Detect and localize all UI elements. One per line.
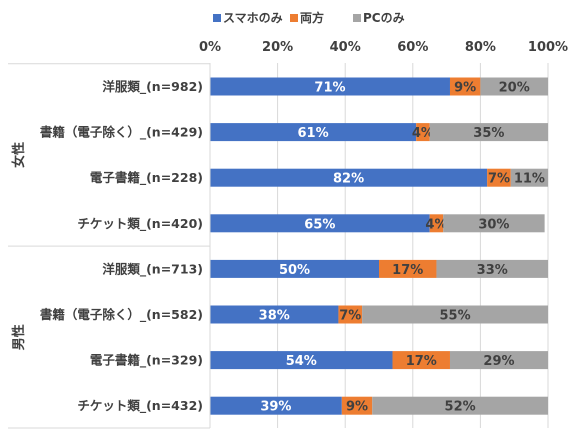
bar-segment <box>210 259 379 278</box>
bar-segment <box>210 77 450 96</box>
data-label: 71% <box>314 81 345 96</box>
category-label: 書籍（電子除く）_(n=582) <box>40 307 203 323</box>
category-label: 書籍（電子除く）_(n=429) <box>40 125 203 141</box>
category-label: チケット類_(n=420) <box>77 216 203 232</box>
data-label: 30% <box>478 217 509 232</box>
bar-segment <box>429 123 548 142</box>
data-label: 52% <box>445 400 476 415</box>
legend: スマホのみ 両方 PCのみ <box>213 10 405 25</box>
legend-label-0: スマホのみ <box>223 11 283 25</box>
x-tick-label: 60% <box>397 40 428 55</box>
bar-segment <box>510 168 548 187</box>
bar-segment <box>338 305 363 324</box>
x-tick-label: 0% <box>199 40 221 55</box>
data-label: 50% <box>279 263 310 278</box>
data-label: 17% <box>406 354 437 369</box>
bar-segment <box>210 396 342 415</box>
x-axis: 0% 20% 40% 60% 80% 100% <box>199 40 568 55</box>
data-label: 4% <box>412 126 434 141</box>
data-label: 4% <box>425 217 447 232</box>
bar-segment <box>341 396 373 415</box>
data-label: 29% <box>483 354 514 369</box>
bar-segment <box>372 396 548 415</box>
group-label: 女性 <box>11 142 27 168</box>
bar-segment <box>210 123 417 142</box>
category-label: 洋服類_(n=713) <box>102 261 203 277</box>
category-label: 洋服類_(n=982) <box>102 79 203 95</box>
bar-segment <box>429 214 444 233</box>
data-label: 54% <box>286 354 317 369</box>
bar-segment <box>449 351 548 370</box>
bar-segment <box>210 214 430 233</box>
bar-segment <box>379 259 437 278</box>
legend-swatch-0 <box>213 14 221 22</box>
x-tick-label: 40% <box>330 40 361 55</box>
data-label: 55% <box>439 309 470 324</box>
data-label: 39% <box>260 400 291 415</box>
bar-segment <box>480 77 548 96</box>
bar-segment <box>416 123 430 142</box>
category-labels: 洋服類_(n=982) 書籍（電子除く）_(n=429) 電子書籍_(n=228) チ… <box>40 79 203 414</box>
legend-swatch-2 <box>353 14 361 22</box>
category-label: チケット類_(n=432) <box>77 398 203 414</box>
category-label: 電子書籍_(n=329) <box>90 353 203 369</box>
bar-segment <box>210 168 488 187</box>
data-label: 35% <box>473 126 504 141</box>
legend-swatch-1 <box>290 14 298 22</box>
legend-label-1: 両方 <box>300 10 324 25</box>
data-label: 38% <box>259 309 290 324</box>
data-label: 61% <box>298 126 329 141</box>
x-tick-label: 100% <box>528 40 568 55</box>
data-label: 20% <box>499 81 530 96</box>
x-tick-label: 80% <box>465 40 496 55</box>
data-label: 17% <box>392 263 423 278</box>
group-label: 男性 <box>11 324 27 350</box>
gridlines <box>209 63 549 428</box>
bar-segment <box>449 77 481 96</box>
bar-segment <box>392 351 450 370</box>
data-label: 9% <box>454 81 476 96</box>
data-label: 11% <box>514 172 545 187</box>
bar-segment <box>487 168 511 187</box>
data-label: 65% <box>304 217 335 232</box>
legend-label-2: PCのみ <box>363 11 405 25</box>
data-label: 9% <box>346 400 368 415</box>
bar-segment <box>436 259 548 278</box>
bar-segment <box>210 351 393 370</box>
bar-segment <box>443 214 545 233</box>
category-label: 電子書籍_(n=228) <box>90 170 203 186</box>
bar-segment <box>210 305 339 324</box>
x-tick-label: 20% <box>262 40 293 55</box>
bar-segment <box>362 305 548 324</box>
data-label: 82% <box>333 172 364 187</box>
data-label: 33% <box>477 263 508 278</box>
data-label: 7% <box>339 309 361 324</box>
data-label: 7% <box>488 172 510 187</box>
bars: 71% 9% 20% 61% 4% 35% 82% 7% 11% 65% 4% 30% 50% 17% 33… <box>210 77 548 415</box>
